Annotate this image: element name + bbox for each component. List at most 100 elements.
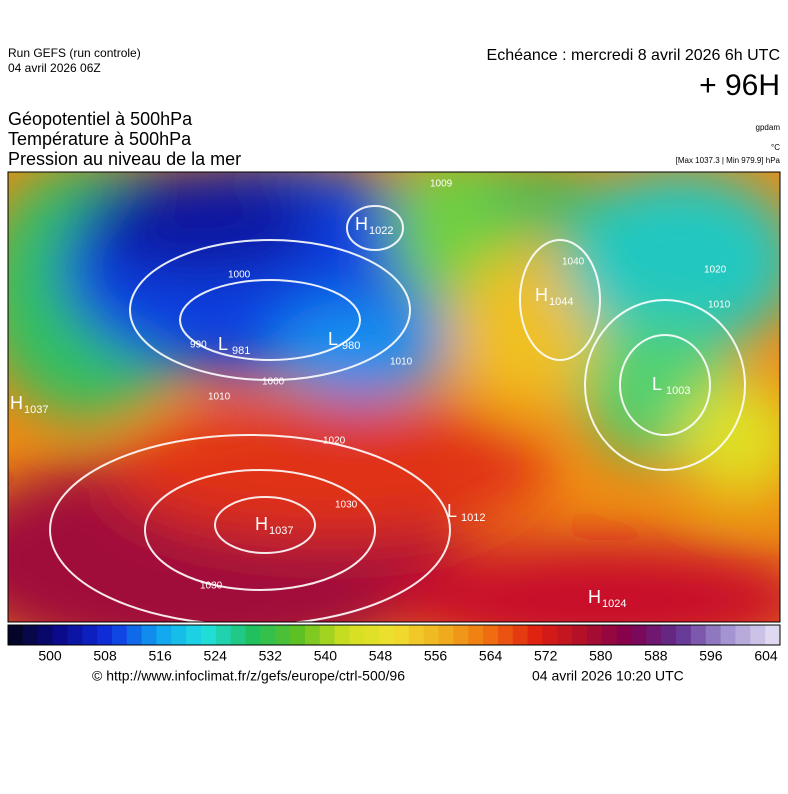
isobar-label: 1000 bbox=[262, 377, 285, 388]
colorbar-swatch bbox=[646, 625, 662, 645]
colorbar-swatch bbox=[512, 625, 529, 645]
pressure-center-kind: L bbox=[447, 501, 457, 521]
pressure-center-kind: H bbox=[355, 214, 368, 234]
lead-time: + 96H bbox=[699, 69, 780, 102]
colorbar-swatch bbox=[97, 625, 113, 645]
colorbar-swatch bbox=[690, 625, 707, 645]
colorbar-swatch bbox=[37, 625, 54, 645]
colorbar-swatch bbox=[631, 625, 647, 645]
colorbar-swatch bbox=[705, 625, 722, 645]
colorbar-swatch bbox=[364, 625, 380, 645]
source-url: © http://www.infoclimat.fr/z/gefs/europe… bbox=[92, 668, 405, 684]
isobar-label: 1020 bbox=[323, 436, 346, 447]
pressure-center-value: 981 bbox=[232, 345, 250, 357]
pressure-center-kind: L bbox=[328, 329, 338, 349]
colorbar: 500 508 516 524 532 540 548 556 564 572 580 588 596 6… bbox=[7, 624, 781, 664]
pressure-center-kind: H bbox=[255, 514, 268, 534]
colorbar-swatch bbox=[587, 625, 603, 645]
pressure-center-kind: H bbox=[10, 393, 23, 413]
colorbar-swatch bbox=[765, 625, 781, 645]
colorbar-swatch bbox=[245, 625, 261, 645]
colorbar-label: 556 bbox=[424, 648, 448, 664]
run-name: Run GEFS (run controle) bbox=[8, 46, 141, 60]
colorbar-swatch bbox=[557, 625, 573, 645]
colorbar-swatch bbox=[201, 625, 217, 645]
isobar-label: 1040 bbox=[562, 257, 585, 268]
pressure-center-kind: H bbox=[535, 285, 548, 305]
pressure-center-kind: L bbox=[218, 334, 228, 354]
pressure-center-value: 1037 bbox=[24, 404, 48, 416]
colorbar-swatch bbox=[334, 625, 350, 645]
colorbar-swatch bbox=[141, 625, 157, 645]
unit-label: °C bbox=[771, 143, 780, 152]
colorbar-swatch bbox=[750, 625, 766, 645]
isobar-label: 1009 bbox=[430, 179, 453, 190]
colorbar-swatch bbox=[661, 625, 677, 645]
pressure-center-value: 1037 bbox=[269, 525, 293, 537]
unit-label: [Max 1037.3 | Min 979.9] hPa bbox=[676, 156, 781, 165]
generated-time: 04 avril 2026 10:20 UTC bbox=[532, 668, 684, 684]
colorbar-swatch bbox=[52, 625, 68, 645]
colorbar-swatch bbox=[720, 625, 736, 645]
isobar-label: 1010 bbox=[208, 392, 231, 403]
colorbar-label: 580 bbox=[589, 648, 613, 664]
colorbar-label: 540 bbox=[314, 648, 338, 664]
pressure-center-value: 1024 bbox=[602, 598, 626, 610]
colorbar-swatch bbox=[349, 625, 365, 645]
colorbar-label: 508 bbox=[93, 648, 117, 664]
colorbar-swatch bbox=[67, 625, 83, 645]
title-line: Pression au niveau de la mer bbox=[8, 149, 241, 169]
colorbar-swatch bbox=[735, 625, 751, 645]
unit-label: gpdam bbox=[756, 123, 781, 132]
isobar-label: 1030 bbox=[335, 500, 358, 511]
colorbar-swatch bbox=[186, 625, 202, 645]
colorbar-swatch bbox=[527, 625, 543, 645]
colorbar-swatch bbox=[483, 625, 499, 645]
colorbar-label: 564 bbox=[479, 648, 503, 664]
colorbar-swatch bbox=[290, 625, 306, 645]
colorbar-label: 532 bbox=[259, 648, 283, 664]
map-frame bbox=[7, 171, 781, 623]
colorbar-swatch bbox=[394, 625, 410, 645]
colorbar-swatch bbox=[111, 625, 128, 645]
isobar-label: 1030 bbox=[200, 581, 223, 592]
pressure-center-kind: H bbox=[588, 587, 601, 607]
colorbar-swatch bbox=[171, 625, 187, 645]
colorbar-swatch bbox=[408, 625, 425, 645]
colorbar-swatch bbox=[601, 625, 618, 645]
pressure-center-value: 1012 bbox=[461, 512, 485, 524]
colorbar-label: 588 bbox=[644, 648, 668, 664]
colorbar-swatch bbox=[542, 625, 558, 645]
isobar-label: 990 bbox=[190, 340, 207, 351]
colorbar-swatch bbox=[572, 625, 588, 645]
colorbar-frame bbox=[7, 624, 781, 646]
colorbar-label: 596 bbox=[699, 648, 723, 664]
colorbar-swatch bbox=[126, 625, 143, 645]
colorbar-swatch bbox=[230, 625, 247, 645]
colorbar-label: 548 bbox=[369, 648, 393, 664]
colorbar-swatch bbox=[438, 625, 454, 645]
colorbar-swatch bbox=[379, 625, 395, 645]
colorbar-swatch bbox=[616, 625, 633, 645]
colorbar-label: 524 bbox=[204, 648, 228, 664]
colorbar-swatch bbox=[8, 625, 24, 645]
echeance: Echéance : mercredi 8 avril 2026 6h UTC bbox=[487, 47, 780, 64]
pressure-center-value: 1022 bbox=[369, 225, 393, 237]
colorbar-swatch bbox=[275, 625, 291, 645]
pressure-center-kind: L bbox=[652, 374, 662, 394]
colorbar-label: 572 bbox=[534, 648, 558, 664]
colorbar-swatch bbox=[22, 625, 39, 645]
isobar-label: 1010 bbox=[390, 357, 413, 368]
run-date: 04 avril 2026 06Z bbox=[8, 61, 101, 75]
colorbar-label: 500 bbox=[38, 648, 62, 664]
pressure-center-value: 1044 bbox=[549, 296, 573, 308]
colorbar-swatch bbox=[423, 625, 440, 645]
pressure-center-value: 1003 bbox=[666, 385, 690, 397]
isobar-label: 1000 bbox=[228, 270, 251, 281]
map-field bbox=[8, 172, 780, 622]
colorbar-swatch bbox=[82, 625, 98, 645]
title-line: Géopotentiel à 500hPa bbox=[8, 109, 193, 129]
isobar-label: 1020 bbox=[704, 265, 727, 276]
colorbar-swatch bbox=[453, 625, 469, 645]
